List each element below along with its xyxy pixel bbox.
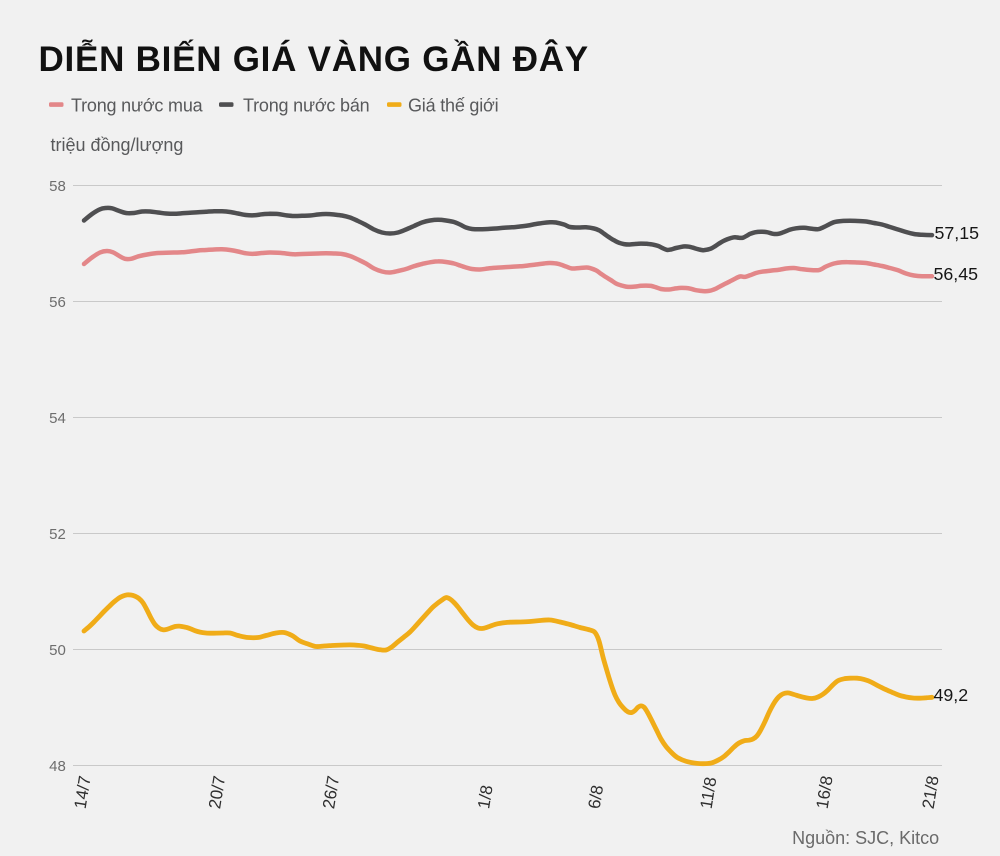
svg-text:1/8: 1/8	[474, 784, 496, 810]
svg-text:56,45: 56,45	[934, 264, 979, 284]
svg-text:DIỄN BIẾN GIÁ VÀNG GẦN ĐÂY: DIỄN BIẾN GIÁ VÀNG GẦN ĐÂY	[39, 39, 589, 79]
svg-text:triệu đồng/lượng: triệu đồng/lượng	[51, 135, 184, 155]
svg-text:58: 58	[49, 178, 66, 195]
svg-text:20/7: 20/7	[205, 774, 229, 810]
svg-text:Trong nước mua: Trong nước mua	[71, 96, 204, 116]
svg-text:6/8: 6/8	[585, 784, 607, 810]
svg-text:26/7: 26/7	[319, 774, 343, 810]
svg-text:Nguồn: SJC, Kitco: Nguồn: SJC, Kitco	[792, 828, 939, 848]
svg-text:50: 50	[49, 642, 66, 659]
svg-text:52: 52	[49, 526, 66, 543]
svg-text:56: 56	[49, 294, 66, 311]
svg-text:49,2: 49,2	[934, 685, 969, 705]
svg-text:48: 48	[49, 758, 66, 775]
svg-text:57,15: 57,15	[935, 223, 980, 243]
svg-text:Trong nước bán: Trong nước bán	[243, 96, 369, 116]
svg-text:11/8: 11/8	[697, 776, 721, 810]
svg-text:Giá thế giới: Giá thế giới	[408, 96, 498, 116]
svg-text:21/8: 21/8	[919, 774, 943, 810]
svg-text:14/7: 14/7	[71, 774, 95, 810]
svg-text:16/8: 16/8	[813, 774, 837, 810]
svg-text:54: 54	[49, 410, 66, 427]
